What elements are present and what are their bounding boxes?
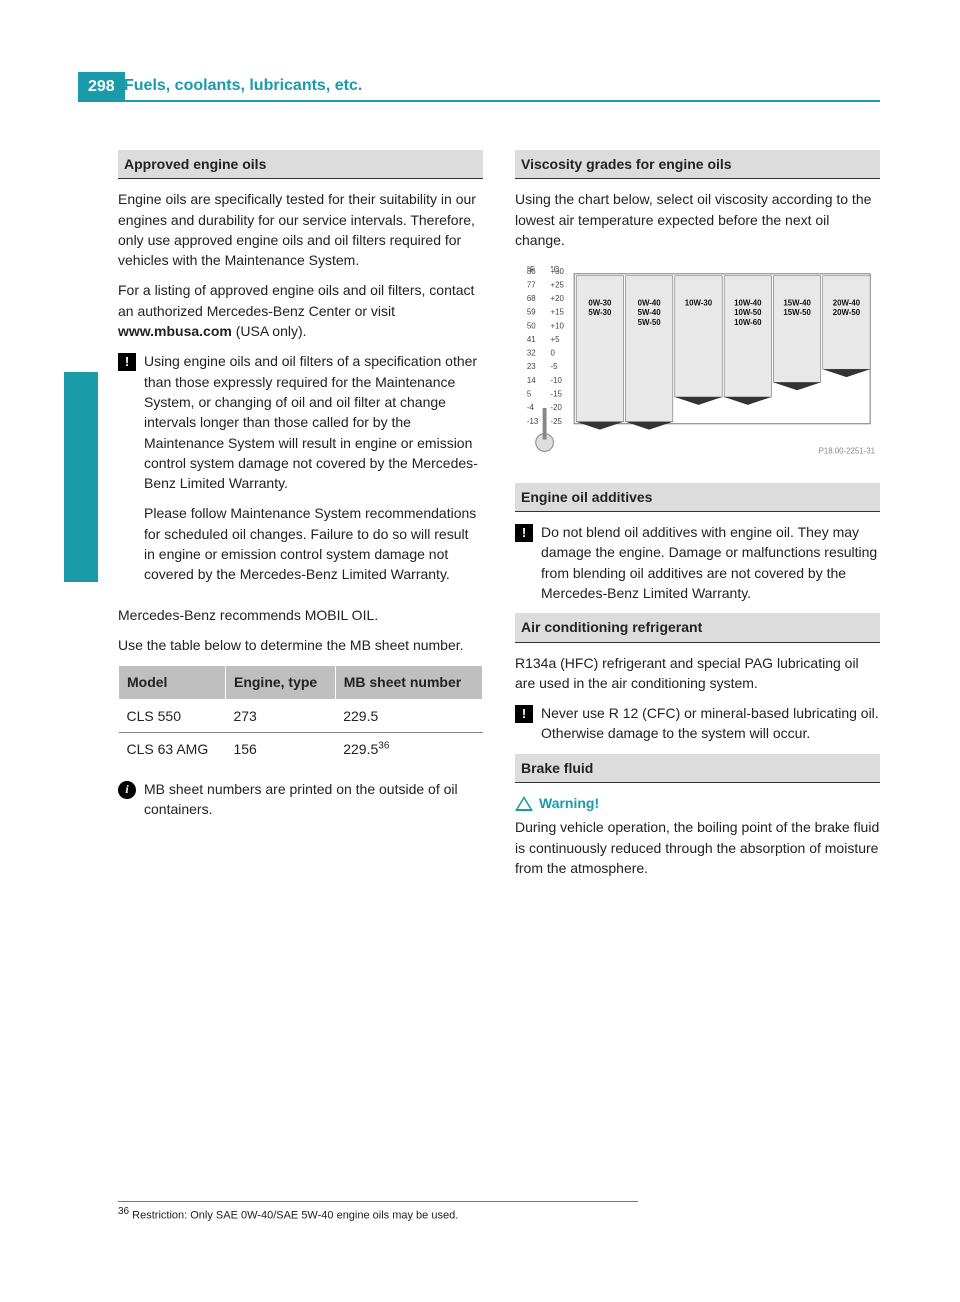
svg-text:5W-30: 5W-30 <box>588 308 612 317</box>
important-note: ! Using engine oils and oil filters of a… <box>118 351 483 594</box>
table-row: Model Engine, type MB sheet number <box>119 666 483 699</box>
svg-text:+20: +20 <box>551 294 565 303</box>
exclamation-icon: ! <box>515 705 533 723</box>
para-text: For a listing of approved engine oils an… <box>118 280 483 341</box>
svg-text:10W-40: 10W-40 <box>734 299 762 308</box>
header-title: Fuels, coolants, lubricants, etc. <box>118 72 880 102</box>
svg-text:+25: +25 <box>551 281 565 290</box>
svg-text:77: 77 <box>527 281 536 290</box>
svg-text:-13: -13 <box>527 417 539 426</box>
svg-text:0W-30: 0W-30 <box>588 299 612 308</box>
table-row: CLS 550 273 229.5 <box>119 699 483 732</box>
note-text: Please follow Maintenance System recomme… <box>144 503 483 584</box>
svg-text:5W-40: 5W-40 <box>638 308 662 317</box>
note-text: Using engine oils and oil filters of a s… <box>144 351 483 493</box>
para-text: Mercedes-Benz recommends MOBIL OIL. <box>118 605 483 625</box>
side-tab-label: Technical data <box>68 433 91 570</box>
footnote: 36 Restriction: Only SAE 0W-40/SAE 5W-40… <box>118 1201 638 1222</box>
svg-text:20W-40: 20W-40 <box>833 299 861 308</box>
important-note: ! Never use R 12 (CFC) or mineral-based … <box>515 703 880 744</box>
svg-text:32: 32 <box>527 349 536 358</box>
warning-body: During vehicle operation, the boiling po… <box>515 817 880 878</box>
svg-text:+30: +30 <box>551 267 565 276</box>
col-header-model: Model <box>119 666 226 699</box>
note-text: Do not blend oil additives with engine o… <box>541 522 880 603</box>
footnote-ref: 36 <box>378 740 389 751</box>
svg-text:10W-50: 10W-50 <box>734 308 762 317</box>
svg-text:50: 50 <box>527 322 536 331</box>
svg-text:0: 0 <box>551 349 556 358</box>
cell-engine: 156 <box>225 732 335 765</box>
heading-additives: Engine oil additives <box>515 483 880 512</box>
table-row: CLS 63 AMG 156 229.536 <box>119 732 483 765</box>
para-text: Engine oils are specifically tested for … <box>118 189 483 270</box>
right-column: Viscosity grades for engine oils Using t… <box>515 146 880 1182</box>
cell-model: CLS 63 AMG <box>119 732 226 765</box>
spec-table: Model Engine, type MB sheet number CLS 5… <box>118 665 483 765</box>
svg-text:41: 41 <box>527 335 536 344</box>
exclamation-icon: ! <box>118 353 136 371</box>
left-column: Approved engine oils Engine oils are spe… <box>118 146 483 1182</box>
svg-text:P18.00-2251-31: P18.00-2251-31 <box>819 447 875 456</box>
info-icon: i <box>118 781 136 799</box>
svg-text:15W-50: 15W-50 <box>783 308 811 317</box>
svg-text:68: 68 <box>527 294 536 303</box>
warning-label: Warning! <box>539 793 599 813</box>
col-header-engine: Engine, type <box>225 666 335 699</box>
svg-text:-20: -20 <box>551 403 563 412</box>
svg-text:20W-50: 20W-50 <box>833 308 861 317</box>
cell-mbsheet: 229.536 <box>335 732 482 765</box>
para-text: Use the table below to determine the MB … <box>118 635 483 655</box>
svg-text:23: 23 <box>527 362 536 371</box>
col-header-mbsheet: MB sheet number <box>335 666 482 699</box>
viscosity-chart: °F°C86+3077+2568+2059+1550+1041+532023-5… <box>515 260 880 457</box>
svg-text:-5: -5 <box>551 362 559 371</box>
note-body: Using engine oils and oil filters of a s… <box>144 351 483 594</box>
svg-text:5: 5 <box>527 390 532 399</box>
heading-approved-oils: Approved engine oils <box>118 150 483 179</box>
footnote-text: Restriction: Only SAE 0W-40/SAE 5W-40 en… <box>129 1210 458 1222</box>
cell-mbsheet: 229.5 <box>335 699 482 732</box>
content-columns: Approved engine oils Engine oils are spe… <box>118 146 880 1182</box>
svg-text:-4: -4 <box>527 403 535 412</box>
svg-text:-25: -25 <box>551 417 563 426</box>
svg-text:5W-50: 5W-50 <box>638 318 662 327</box>
svg-text:-15: -15 <box>551 390 563 399</box>
svg-text:0W-40: 0W-40 <box>638 299 662 308</box>
warning-triangle-icon <box>515 796 533 811</box>
svg-text:15W-40: 15W-40 <box>783 299 811 308</box>
svg-text:+5: +5 <box>551 335 561 344</box>
para-text: R134a (HFC) refrigerant and special PAG … <box>515 653 880 694</box>
footnote-number: 36 <box>118 1206 129 1217</box>
important-note: ! Do not blend oil additives with engine… <box>515 522 880 603</box>
svg-text:86: 86 <box>527 267 536 276</box>
exclamation-icon: ! <box>515 524 533 542</box>
text-run: (USA only). <box>232 323 307 339</box>
cell-value: 229.5 <box>343 741 378 757</box>
heading-brake-fluid: Brake fluid <box>515 754 880 783</box>
svg-text:+10: +10 <box>551 322 565 331</box>
cell-engine: 273 <box>225 699 335 732</box>
svg-text:10W-30: 10W-30 <box>685 299 713 308</box>
link-text: www.mbusa.com <box>118 323 232 339</box>
svg-text:59: 59 <box>527 308 536 317</box>
warning-header: Warning! <box>515 793 880 813</box>
note-text: Never use R 12 (CFC) or mineral-based lu… <box>541 703 880 744</box>
para-text: Using the chart below, select oil viscos… <box>515 189 880 250</box>
svg-text:14: 14 <box>527 376 536 385</box>
svg-text:-10: -10 <box>551 376 563 385</box>
cell-model: CLS 550 <box>119 699 226 732</box>
info-note: i MB sheet numbers are printed on the ou… <box>118 779 483 820</box>
svg-text:10W-60: 10W-60 <box>734 318 762 327</box>
note-text: MB sheet numbers are printed on the outs… <box>144 779 483 820</box>
text-run: For a listing of approved engine oils an… <box>118 282 474 318</box>
heading-viscosity: Viscosity grades for engine oils <box>515 150 880 179</box>
heading-ac-refrigerant: Air conditioning refrigerant <box>515 613 880 642</box>
svg-text:+15: +15 <box>551 308 565 317</box>
